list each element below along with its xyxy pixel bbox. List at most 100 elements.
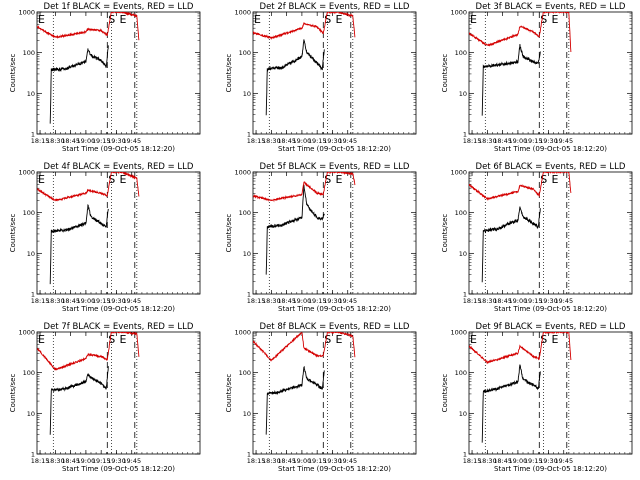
x-axis-label: Start Time (09-Oct-05 18:12:20)	[494, 145, 607, 153]
x-tick-label: 19:45	[554, 457, 573, 465]
y-axis-label: Counts/sec	[225, 214, 233, 253]
x-tick-label: 19:30	[107, 457, 126, 465]
x-tick-label: 18:45	[493, 457, 512, 465]
y-tick-label: 100	[23, 209, 35, 217]
x-tick-label: 19:00	[509, 457, 528, 465]
x-tick-label: 19:30	[107, 137, 126, 145]
y-tick-label: 10	[27, 410, 35, 418]
y-tick-label: 1	[247, 131, 251, 139]
event-marker-label: E	[336, 13, 343, 26]
y-tick-label: 1	[31, 451, 35, 459]
chart-title: Det 6f BLACK = Events, RED = LLD	[476, 162, 626, 172]
plot-frame	[36, 331, 201, 455]
x-tick-label: 19:30	[323, 137, 342, 145]
events-series-line	[49, 366, 109, 435]
x-tick-label: 18:30	[262, 457, 281, 465]
y-axis-label: Counts/sec	[225, 374, 233, 413]
plot-frame	[36, 171, 201, 295]
y-axis-label: Counts/sec	[9, 54, 17, 93]
event-marker-label: E	[552, 333, 559, 346]
x-tick-label: 19:45	[122, 297, 141, 305]
x-tick-label: 18:30	[46, 137, 65, 145]
y-tick-label: 1000	[450, 329, 467, 337]
event-marker-label: E	[254, 13, 261, 26]
chart-panel-8: Det 8f BLACK = Events, RED = LLD 1 10 100 10…	[225, 322, 417, 473]
x-tick-label: 19:30	[539, 297, 558, 305]
event-marker-label: E	[470, 13, 477, 26]
events-series-line	[265, 185, 325, 275]
x-tick-label: 19:15	[92, 137, 111, 145]
event-marker-label: E	[336, 173, 343, 186]
plot-frame	[468, 171, 633, 295]
plot-frame	[468, 11, 633, 135]
y-tick-label: 100	[455, 49, 467, 57]
x-tick-label: 19:15	[92, 297, 111, 305]
chart-title: Det 5f BLACK = Events, RED = LLD	[260, 162, 410, 172]
x-tick-label: 18:45	[493, 297, 512, 305]
x-tick-label: 18:30	[46, 457, 65, 465]
x-tick-label: 19:30	[539, 457, 558, 465]
x-axis-label: Start Time (09-Oct-05 18:12:20)	[62, 145, 175, 153]
x-tick-label: 18:45	[61, 297, 80, 305]
y-tick-label: 100	[23, 49, 35, 57]
x-tick-label: 19:45	[338, 297, 357, 305]
event-marker-label: E	[336, 333, 343, 346]
lld-series-line	[469, 332, 572, 365]
x-tick-label: 19:00	[509, 297, 528, 305]
x-tick-label: 19:15	[308, 137, 327, 145]
x-tick-label: 18:15	[31, 457, 50, 465]
lld-series-line	[253, 12, 356, 40]
y-tick-label: 10	[243, 410, 251, 418]
x-tick-label: 19:00	[509, 137, 528, 145]
y-tick-label: 100	[455, 369, 467, 377]
y-tick-label: 10	[459, 90, 467, 98]
x-tick-label: 18:30	[478, 137, 497, 145]
x-tick-label: 19:45	[554, 297, 573, 305]
lld-series-line	[37, 12, 140, 41]
event-marker-label: E	[120, 13, 127, 26]
x-tick-label: 18:30	[262, 137, 281, 145]
x-tick-label: 19:15	[308, 457, 327, 465]
x-tick-label: 18:30	[478, 457, 497, 465]
x-axis-label: Start Time (09-Oct-05 18:12:20)	[278, 145, 391, 153]
lld-series-line	[469, 12, 572, 53]
y-tick-label: 10	[27, 250, 35, 258]
y-tick-label: 1	[463, 291, 467, 299]
lld-series-line	[37, 172, 140, 202]
x-tick-label: 18:15	[31, 297, 50, 305]
chart-title: Det 9f BLACK = Events, RED = LLD	[476, 322, 626, 332]
x-axis-label: Start Time (09-Oct-05 18:12:20)	[278, 465, 391, 473]
chart-panel-6: Det 6f BLACK = Events, RED = LLD 1 10 100 10…	[441, 162, 633, 313]
events-series-line	[481, 44, 541, 116]
chart-title: Det 3f BLACK = Events, RED = LLD	[476, 2, 626, 12]
x-tick-label: 18:45	[493, 137, 512, 145]
y-tick-label: 1000	[234, 329, 251, 337]
events-series-line	[481, 364, 541, 443]
y-tick-label: 1	[463, 131, 467, 139]
y-axis-label: Counts/sec	[441, 214, 449, 253]
x-axis-label: Start Time (09-Oct-05 18:12:20)	[494, 465, 607, 473]
chart-panel-1: Det 1f BLACK = Events, RED = LLD 1 10 100 10…	[9, 2, 201, 153]
event-marker-label: E	[120, 173, 127, 186]
x-tick-label: 19:30	[323, 457, 342, 465]
plot-frame	[252, 11, 417, 135]
x-tick-label: 19:45	[338, 137, 357, 145]
y-tick-label: 100	[23, 369, 35, 377]
chart-title: Det 1f BLACK = Events, RED = LLD	[44, 2, 194, 12]
x-tick-label: 18:45	[277, 457, 296, 465]
y-tick-label: 1000	[234, 9, 251, 17]
event-marker-label: E	[38, 173, 45, 186]
y-tick-label: 10	[27, 90, 35, 98]
x-tick-label: 19:00	[77, 297, 96, 305]
event-marker-label: E	[38, 333, 45, 346]
event-marker-label: E	[470, 333, 477, 346]
event-marker-label: E	[120, 333, 127, 346]
x-tick-label: 19:00	[293, 457, 312, 465]
chart-panel-9: Det 9f BLACK = Events, RED = LLD 1 10 100 10…	[441, 322, 633, 473]
y-tick-label: 100	[239, 49, 251, 57]
lld-series-line	[469, 172, 572, 201]
events-series-line	[265, 39, 325, 116]
event-marker-label: S	[540, 333, 547, 346]
x-tick-label: 18:15	[247, 457, 266, 465]
y-tick-label: 1000	[234, 169, 251, 177]
